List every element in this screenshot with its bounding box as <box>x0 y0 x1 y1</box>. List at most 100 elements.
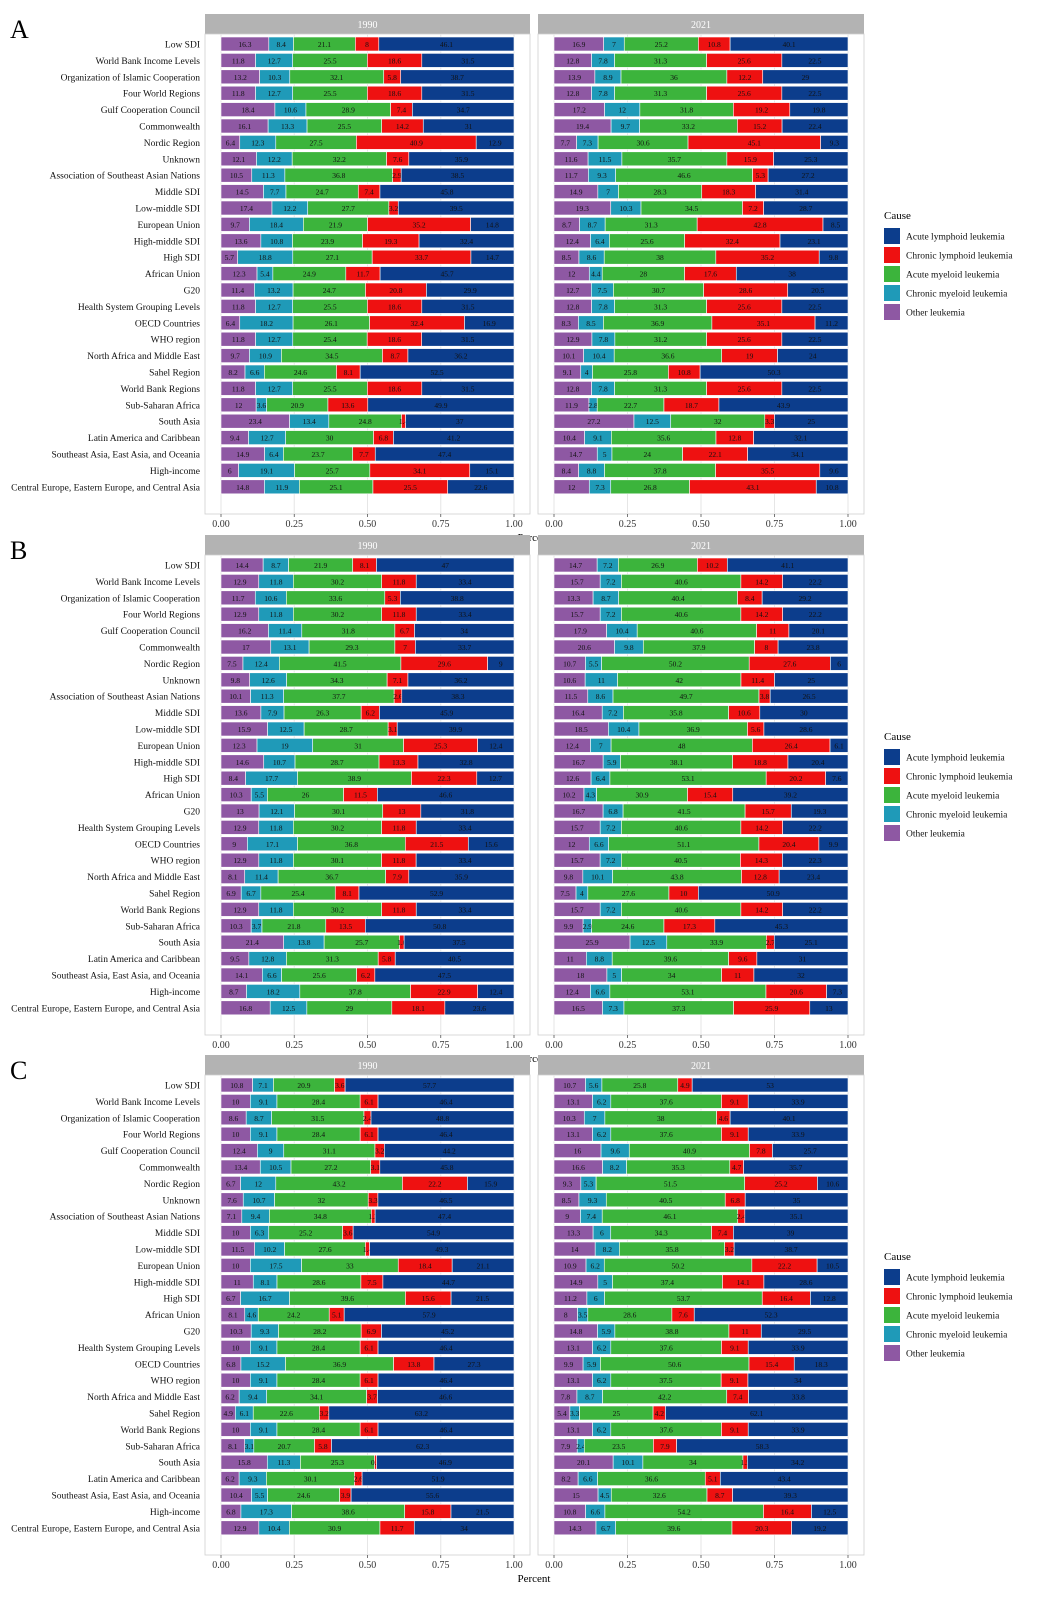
bar-value-label: 45.1 <box>748 138 761 147</box>
bar-value-label: 36.9 <box>333 1360 346 1369</box>
bar-row: 12.3 5.4 24.9 11.7 45.7 <box>220 266 515 281</box>
bar-value-label: 5.9 <box>607 758 617 767</box>
bar-row: 12.9 11.8 30.2 11.8 33.4 <box>220 902 515 917</box>
bar-value-label: 19 <box>746 352 754 361</box>
bar-value-label: 11.8 <box>270 856 283 865</box>
bar-value-label: 11.3 <box>261 692 274 701</box>
bar-value-label: 28.7 <box>799 204 812 213</box>
bar-value-label: 8.3 <box>562 319 572 328</box>
bar-segment <box>756 951 849 966</box>
bar-value-label: 9 <box>565 1212 569 1221</box>
bar-value-label: 12 <box>254 1179 262 1188</box>
bar-value-label: 38.8 <box>665 1327 678 1336</box>
bar-segment <box>760 1323 849 1339</box>
bar-row: 12.9 11.8 30.2 11.8 33.4 <box>220 820 515 835</box>
bar-value-label: 22.5 <box>808 384 821 393</box>
bar-value-label: 30.6 <box>637 138 650 147</box>
bar-segment <box>782 574 849 589</box>
bar-value-label: 13.6 <box>234 709 247 718</box>
bar-value-label: 40.5 <box>448 955 461 964</box>
bar-value-label: 5.3 <box>388 594 398 603</box>
bar-value-label: 25.7 <box>804 1147 817 1156</box>
bar-value-label: 18.2 <box>267 987 280 996</box>
bar-segment <box>331 1438 515 1454</box>
bar-value-label: 7.5 <box>598 286 608 295</box>
legend-item-label: Other leukemia <box>906 309 966 319</box>
bar-value-label: 62.3 <box>416 1442 429 1451</box>
bar-value-label: 10.3 <box>230 1327 243 1336</box>
bar-segment <box>400 69 515 85</box>
y-tick-label: Southeast Asia, East Asia, and Oceania <box>51 1492 200 1502</box>
bar-value-label: 7.3 <box>583 138 593 147</box>
bar-segment <box>733 1241 849 1257</box>
bar-value-label: 7.6 <box>832 774 842 783</box>
bar-value-label: 12.7 <box>566 286 579 295</box>
bar-row: 14.9 6.4 23.7 7.7 47.4 <box>220 446 515 462</box>
x-tick-label: 0.00 <box>212 519 230 530</box>
bar-value-label: 22.2 <box>428 1179 441 1188</box>
bar-row: 7.9 2.4 23.5 7.9 58.3 <box>553 1438 849 1454</box>
legend-swatch <box>884 304 900 320</box>
y-tick-label: Sahel Region <box>149 890 200 900</box>
bar-segment <box>735 266 849 281</box>
bar-value-label: 6.6 <box>267 971 277 980</box>
bar-value-label: 54.2 <box>678 1507 691 1516</box>
bar-value-label: 26.1 <box>325 319 338 328</box>
bar-value-label: 9.4 <box>251 1212 261 1221</box>
bar-value-label: 7 <box>606 188 610 197</box>
bar-value-label: 6.1 <box>364 1425 374 1434</box>
bar-row: 8.1 11.4 36.7 7.9 35.9 <box>220 869 515 884</box>
bar-value-label: 11.8 <box>392 856 405 865</box>
legend-item-label: Chronic myeloid leukemia <box>906 811 1008 821</box>
bar-row: 15.7 7.2 40.6 14.2 22.2 <box>553 606 849 622</box>
bar-row: 17 13.1 29.3 7 33.7 <box>220 639 515 655</box>
bar-value-label: 8.4 <box>229 774 239 783</box>
bar-value-label: 20.4 <box>811 758 824 767</box>
bar-value-label: 11 <box>567 955 574 964</box>
bar-value-label: 17.3 <box>260 1507 273 1516</box>
bar-segment <box>747 446 849 462</box>
bar-segment <box>369 1241 515 1257</box>
facet-1990: 1990 10.8 7.1 20.9 3.6 57.7 10 9.1 28.4 6.1 46.4 8.… <box>204 1055 531 1571</box>
bar-value-label: 28.7 <box>340 725 353 734</box>
bar-value-label: 52.9 <box>430 889 443 898</box>
bar-value-label: 8.5 <box>562 1196 572 1205</box>
bar-value-label: 8.7 <box>601 594 611 603</box>
bar-value-label: 8.7 <box>585 1393 595 1402</box>
bar-value-label: 49.3 <box>435 1245 448 1254</box>
bar-value-label: 43.4 <box>778 1475 791 1484</box>
bar-value-label: 9.8 <box>231 676 241 685</box>
bar-value-label: 15.4 <box>704 791 717 800</box>
bar-value-label: 15.7 <box>571 856 584 865</box>
bar-value-label: 30 <box>800 709 808 718</box>
bar-value-label: 31.2 <box>654 335 667 344</box>
bar-value-label: 51.5 <box>664 1179 677 1188</box>
bar-value-label: 51.1 <box>677 840 690 849</box>
y-tick-label: Unknown <box>163 155 201 165</box>
bar-value-label: 9.9 <box>564 922 574 931</box>
bar-value-label: 10.4 <box>563 434 576 443</box>
bar-value-label: 7.4 <box>364 188 374 197</box>
bar-segment <box>450 1290 515 1306</box>
legend-swatch <box>884 1288 900 1304</box>
bar-row: 8 3.5 28.6 7.6 52.3 <box>553 1307 849 1322</box>
bar-row: 18.5 10.4 36.9 5.6 28.6 <box>553 721 849 737</box>
bar-value-label: 13.1 <box>283 643 296 652</box>
bar-segment <box>377 1372 515 1388</box>
bar-value-label: 25.5 <box>323 89 336 98</box>
bar-row: 13.3 8.7 40.4 8.4 29.2 <box>553 590 849 606</box>
bar-value-label: 35.7 <box>668 155 681 164</box>
bar-value-label: 31.8 <box>680 106 693 115</box>
bar-value-label: 5.3 <box>584 1179 594 1188</box>
bar-row: 25.9 12.5 33.9 2.7 25.1 <box>553 934 849 950</box>
bar-value-label: 8.1 <box>228 873 238 882</box>
bar-row: 14.7 5 24 22.1 34.1 <box>553 446 849 462</box>
bar-value-label: 28.6 <box>799 1278 812 1287</box>
bar-segment <box>777 639 849 655</box>
bar-segment <box>477 738 515 753</box>
legend-item-label: Chronic myeloid leukemia <box>906 1331 1008 1341</box>
bar-value-label: 35 <box>793 1196 801 1205</box>
bar-row: 9.7 18.4 21.9 35.2 14.8 <box>220 217 515 232</box>
bar-value-label: 8.5 <box>562 253 572 262</box>
bar-segment <box>377 1094 515 1109</box>
